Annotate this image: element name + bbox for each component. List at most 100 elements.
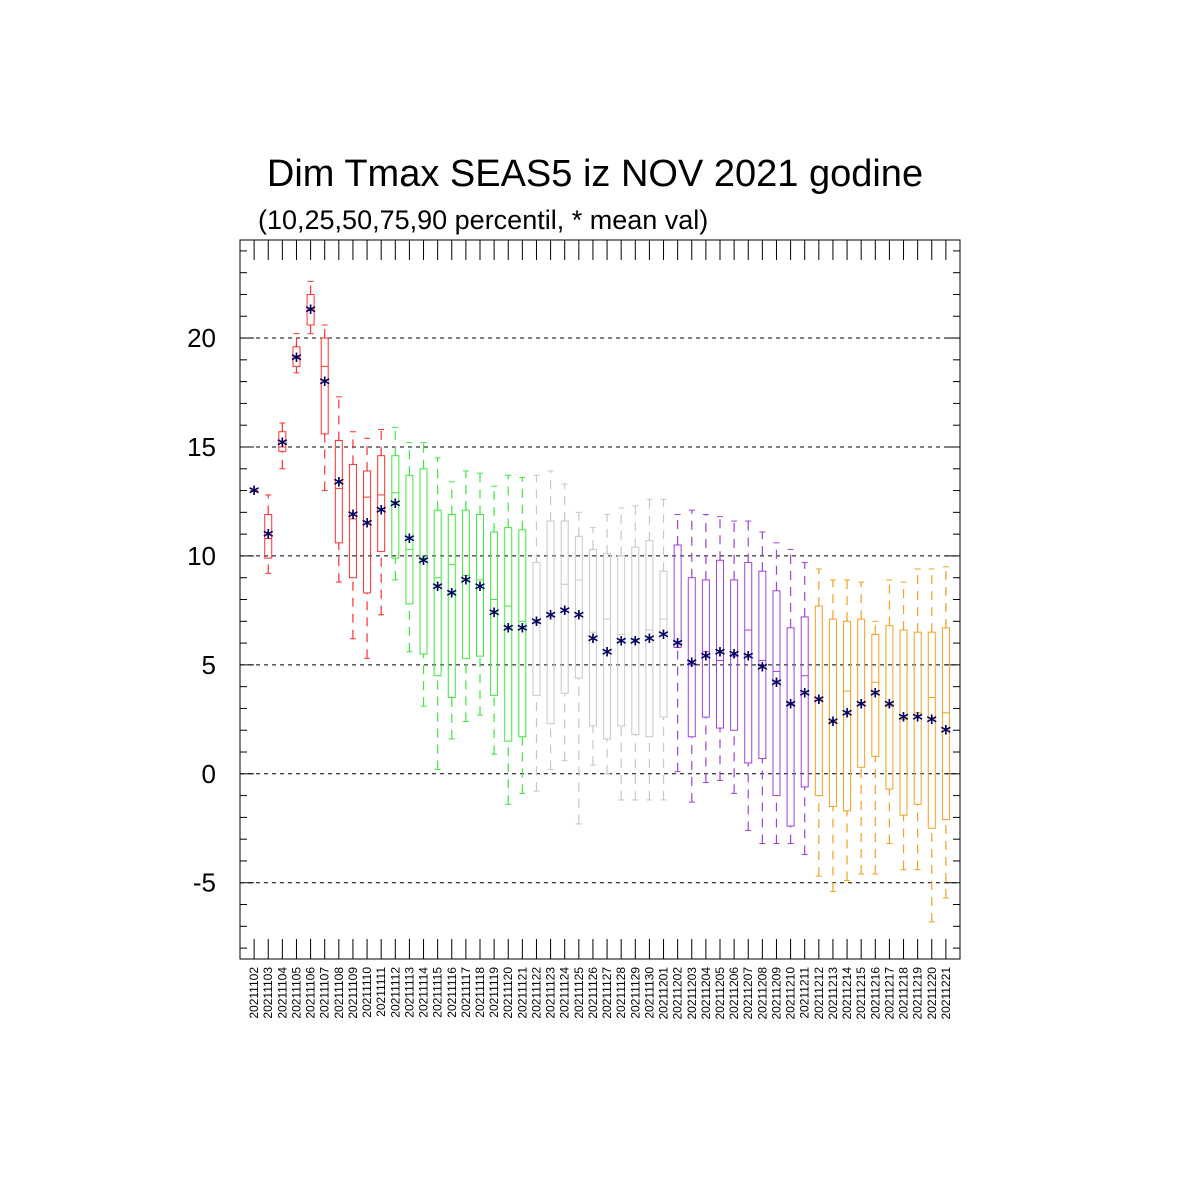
plot-frame — [239, 239, 961, 960]
mean-marker: * — [785, 695, 796, 719]
iqr-box — [490, 531, 499, 696]
x-tick-label: 20211124 — [558, 967, 572, 1019]
box-item: * — [842, 579, 853, 882]
x-tick-label: 20211123 — [544, 967, 558, 1019]
mean-marker: * — [912, 708, 923, 732]
box-item: * — [898, 581, 909, 871]
iqr-box — [334, 439, 343, 544]
iqr-box — [730, 579, 739, 731]
iqr-box — [363, 470, 372, 594]
box-item: * — [390, 426, 401, 581]
y-tick-label: 5 — [202, 650, 216, 680]
box-item: * — [715, 516, 726, 781]
mean-marker: * — [814, 691, 825, 715]
x-tick-label: 20211110 — [360, 967, 374, 1018]
iqr-box — [405, 474, 414, 605]
iqr-box — [377, 455, 386, 553]
mean-marker: * — [898, 708, 909, 732]
x-tick-label: 20211129 — [628, 967, 642, 1019]
box-item: * — [249, 482, 260, 506]
iqr-box — [348, 463, 357, 579]
x-tick-label: 20211102 — [247, 967, 261, 1019]
x-tick-label: 20211128 — [614, 967, 628, 1019]
x-tick-label: 20211207 — [741, 967, 755, 1020]
iqr-box — [716, 559, 724, 729]
mean-marker: * — [828, 713, 839, 737]
iqr-box — [320, 337, 329, 435]
iqr-box — [871, 633, 880, 757]
mean-marker: * — [757, 658, 768, 682]
mean-marker: * — [870, 684, 881, 708]
x-tick-label: 20211103 — [261, 967, 275, 1019]
mean-marker: * — [842, 704, 853, 728]
box-item: * — [574, 511, 585, 825]
y-tick-label: 0 — [202, 759, 216, 789]
iqr-box — [843, 620, 852, 812]
box-item: * — [870, 620, 881, 875]
box-item: * — [630, 505, 641, 801]
x-tick-label: 20211214 — [840, 967, 854, 1020]
x-tick-label: 20211204 — [699, 967, 713, 1020]
mean-marker: * — [461, 571, 472, 595]
box-item: * — [927, 568, 938, 923]
iqr-box — [744, 561, 753, 764]
box-item: * — [334, 396, 345, 583]
mean-marker: * — [701, 647, 712, 671]
mean-marker: * — [489, 604, 500, 628]
mean-marker: * — [348, 506, 359, 530]
y-axis: -5 0 5 10 15 20 — [187, 323, 960, 898]
box-item: * — [602, 514, 613, 775]
x-tick-label: 20211218 — [897, 967, 911, 1020]
mean-marker: * — [856, 695, 867, 719]
x-tick-label: 20211126 — [586, 967, 600, 1019]
mean-marker: * — [602, 643, 613, 667]
iqr-box — [532, 561, 541, 696]
x-tick-label: 20211202 — [671, 967, 685, 1020]
x-tick-label: 20211205 — [713, 967, 727, 1020]
mean-marker: * — [475, 577, 486, 601]
iqr-box — [447, 514, 456, 699]
mean-marker: * — [263, 525, 274, 549]
x-tick-label: 20211119 — [487, 967, 501, 1018]
x-tick-label: 20211117 — [459, 967, 473, 1018]
iqr-box — [645, 540, 654, 738]
mean-marker: * — [927, 710, 938, 734]
x-tick-label: 20211108 — [332, 967, 346, 1019]
x-tick-label: 20211217 — [882, 967, 896, 1020]
x-tick-label: 20211216 — [868, 967, 882, 1020]
iqr-box — [758, 570, 767, 760]
iqr-box — [857, 618, 866, 768]
mean-marker: * — [517, 619, 528, 643]
box-item: * — [362, 437, 373, 659]
mean-marker: * — [305, 301, 316, 325]
box-item: * — [771, 542, 782, 845]
box-series: ******** ** **** ** *** * * * * *** * * * * ** * * * * *** *… — [249, 280, 952, 923]
mean-marker: * — [545, 606, 556, 630]
mean-marker: * — [630, 632, 641, 656]
minor-ticks — [240, 250, 960, 949]
mean-marker: * — [531, 612, 542, 636]
mean-marker: * — [743, 647, 754, 671]
x-tick-label: 20211104 — [275, 967, 289, 1019]
iqr-box — [899, 629, 908, 816]
mean-marker: * — [319, 373, 330, 397]
box-item: * — [616, 507, 627, 801]
x-tick-label: 20211219 — [911, 967, 925, 1020]
x-tick-label: 20211212 — [812, 967, 826, 1020]
x-tick-label: 20211203 — [685, 967, 699, 1020]
mean-marker: * — [729, 645, 740, 669]
box-item: * — [277, 422, 288, 470]
x-tick-label: 20211210 — [784, 967, 798, 1020]
iqr-box — [687, 577, 696, 738]
y-tick-label: -5 — [193, 868, 216, 898]
x-tick-label: 20211220 — [925, 967, 939, 1020]
mean-marker: * — [941, 721, 952, 745]
x-tick-label: 20211127 — [600, 967, 614, 1019]
x-tick-label: 20211221 — [939, 967, 953, 1020]
mean-marker: * — [362, 514, 373, 538]
box-item: * — [941, 566, 952, 899]
box-item: * — [517, 476, 528, 794]
x-tick-label: 20211121 — [515, 967, 529, 1019]
box-item: * — [814, 568, 825, 877]
